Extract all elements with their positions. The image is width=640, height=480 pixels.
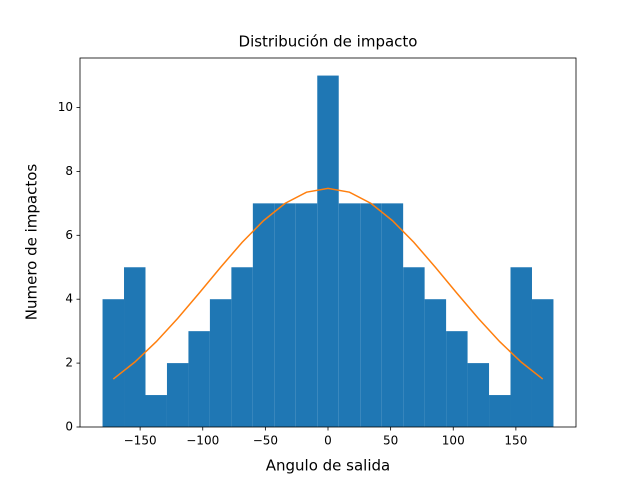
x-tick-label: 50 (383, 434, 398, 448)
y-tick-label: 2 (65, 356, 73, 370)
y-tick-label: 4 (65, 292, 73, 306)
bar (446, 331, 468, 427)
y-tick-label: 8 (65, 164, 73, 178)
x-axis-label: Angulo de salida (266, 457, 390, 475)
y-tick-label: 6 (65, 228, 73, 242)
chart-title: Distribución de impacto (239, 33, 418, 51)
bar (295, 203, 318, 427)
x-tick-label: −100 (186, 434, 219, 448)
bar (231, 267, 253, 427)
bar (338, 203, 361, 427)
bar (317, 75, 339, 428)
x-tick-label: −150 (124, 434, 157, 448)
bar (209, 299, 232, 427)
bar (403, 267, 425, 427)
bar (188, 331, 210, 427)
bar (360, 203, 382, 427)
y-tick-label: 10 (58, 100, 73, 114)
y-tick-label: 0 (65, 420, 73, 434)
bar (510, 267, 532, 427)
x-tick-label: −50 (253, 434, 278, 448)
bar (166, 363, 189, 427)
bar (252, 203, 275, 427)
bar (381, 203, 404, 427)
x-tick-label: 0 (324, 434, 332, 448)
bar (102, 299, 125, 427)
bar (489, 395, 511, 427)
x-tick-label: 150 (504, 434, 527, 448)
bar (145, 395, 167, 427)
x-tick-label: 100 (442, 434, 465, 448)
bar (124, 267, 146, 427)
y-axis-label: Numero de impactos (23, 164, 41, 321)
bar (274, 203, 296, 427)
bar (424, 299, 447, 427)
bar (467, 363, 490, 427)
trend-line (112, 187, 544, 380)
bar (531, 299, 554, 427)
